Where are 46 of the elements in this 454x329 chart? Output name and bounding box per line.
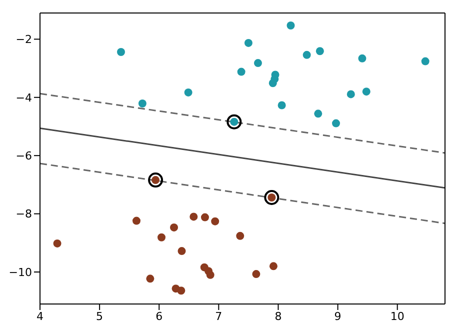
point xyxy=(278,101,286,110)
x-tick-label: 10 xyxy=(390,310,404,323)
y-tick-label: −2 xyxy=(16,33,32,46)
point xyxy=(316,47,324,56)
y-tick-label: −10 xyxy=(8,266,32,279)
point xyxy=(226,114,242,130)
point xyxy=(190,212,198,221)
y-tick-label: −4 xyxy=(16,91,32,104)
x-tick-label: 6 xyxy=(156,310,163,323)
point xyxy=(158,233,166,242)
point xyxy=(421,57,430,66)
point xyxy=(286,22,295,30)
point xyxy=(211,217,220,226)
point xyxy=(346,90,355,98)
point xyxy=(358,54,366,62)
y-tick-label: −6 xyxy=(16,149,32,162)
point xyxy=(302,50,311,59)
point xyxy=(314,110,322,118)
point xyxy=(362,88,370,96)
point xyxy=(200,213,209,222)
point xyxy=(170,223,178,232)
point xyxy=(132,216,140,225)
point xyxy=(268,79,277,88)
point xyxy=(177,286,186,295)
point xyxy=(184,88,192,96)
x-tick-label: 7 xyxy=(215,310,222,323)
point xyxy=(148,172,164,188)
point xyxy=(146,274,154,283)
point xyxy=(53,239,62,248)
point xyxy=(117,48,125,56)
point xyxy=(206,270,214,279)
x-tick-label: 4 xyxy=(36,310,44,323)
point xyxy=(254,59,262,68)
point xyxy=(138,100,146,108)
point xyxy=(244,38,252,47)
point xyxy=(236,232,244,240)
x-tick-label: 9 xyxy=(334,310,342,323)
point xyxy=(237,68,246,76)
point xyxy=(178,247,186,256)
point xyxy=(252,270,260,278)
point xyxy=(269,262,278,270)
x-tick-label: 8 xyxy=(274,310,282,323)
y-tick-label: −8 xyxy=(16,208,32,221)
point xyxy=(332,119,340,128)
x-tick-label: 5 xyxy=(96,310,104,323)
point xyxy=(264,190,280,205)
